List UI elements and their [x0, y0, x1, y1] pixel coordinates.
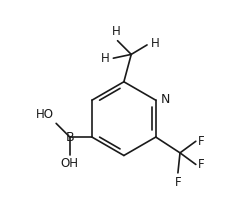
Text: F: F: [198, 158, 205, 171]
Text: H: H: [151, 37, 160, 50]
Text: N: N: [161, 93, 170, 106]
Text: H: H: [112, 25, 121, 38]
Text: OH: OH: [61, 158, 79, 170]
Text: B: B: [65, 131, 74, 144]
Text: H: H: [101, 52, 110, 65]
Text: F: F: [175, 176, 181, 189]
Text: HO: HO: [36, 108, 54, 121]
Text: F: F: [198, 135, 205, 148]
